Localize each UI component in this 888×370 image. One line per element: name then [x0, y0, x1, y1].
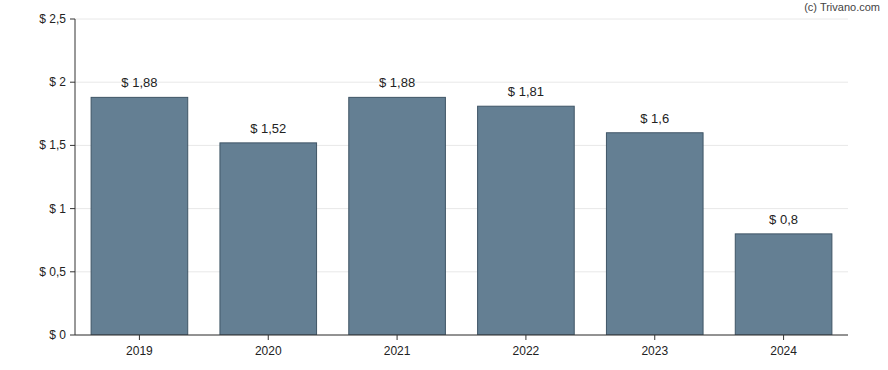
grid-line: [75, 82, 848, 83]
grid-line: [75, 271, 848, 272]
x-tick-mark: [268, 335, 269, 340]
grid-line: [75, 19, 848, 20]
x-tick-mark: [783, 335, 784, 340]
data-label: $ 1,52: [250, 121, 286, 136]
tick-mark: [70, 208, 75, 209]
tick-mark: [70, 19, 75, 20]
tick-label: $ 0,5: [39, 265, 66, 279]
tick-mark: [70, 271, 75, 272]
y-axis: [75, 19, 76, 335]
tick-label: $ 1: [49, 202, 66, 216]
bar: [91, 97, 188, 335]
grid-line: [75, 208, 848, 209]
chart-container: $ 0$ 0,5$ 1$ 1,5$ 2$ 2,5$ 1,88$ 1,52$ 1,…: [0, 0, 888, 370]
x-tick-mark: [654, 335, 655, 340]
x-tick-mark: [525, 335, 526, 340]
bar: [735, 234, 832, 335]
tick-label: $ 0: [49, 328, 66, 342]
tick-mark: [70, 335, 75, 336]
category-label: 2020: [255, 344, 282, 358]
data-label: $ 1,88: [121, 75, 157, 90]
data-label: $ 0,8: [769, 212, 798, 227]
credit: (c) Trivano.com: [804, 1, 880, 13]
bar: [220, 143, 317, 335]
bar: [606, 133, 703, 335]
category-label: 2024: [770, 344, 797, 358]
tick-label: $ 2,5: [39, 12, 66, 26]
data-label: $ 1,81: [508, 84, 544, 99]
grid-line: [75, 145, 848, 146]
tick-mark: [70, 82, 75, 83]
tick-label: $ 2: [49, 75, 66, 89]
bars: [91, 97, 832, 335]
category-label: 2023: [641, 344, 668, 358]
x-axis: [75, 335, 848, 336]
bar: [349, 97, 446, 335]
category-label: 2021: [384, 344, 411, 358]
data-label: $ 1,6: [640, 111, 669, 126]
tick-mark: [70, 145, 75, 146]
x-tick-mark: [397, 335, 398, 340]
chart: $ 0$ 0,5$ 1$ 1,5$ 2$ 2,5$ 1,88$ 1,52$ 1,…: [0, 0, 888, 370]
tick-label: $ 1,5: [39, 138, 66, 152]
data-labels: $ 1,88 $ 1,52 $ 1,88 $ 1,81 $ 1,6 $ 0,8: [121, 75, 798, 227]
data-label: $ 1,88: [379, 75, 415, 90]
grid-line: [75, 335, 848, 336]
category-label: 2022: [513, 344, 540, 358]
category-label: 2019: [126, 344, 153, 358]
bar: [478, 106, 575, 335]
x-tick-mark: [139, 335, 140, 340]
